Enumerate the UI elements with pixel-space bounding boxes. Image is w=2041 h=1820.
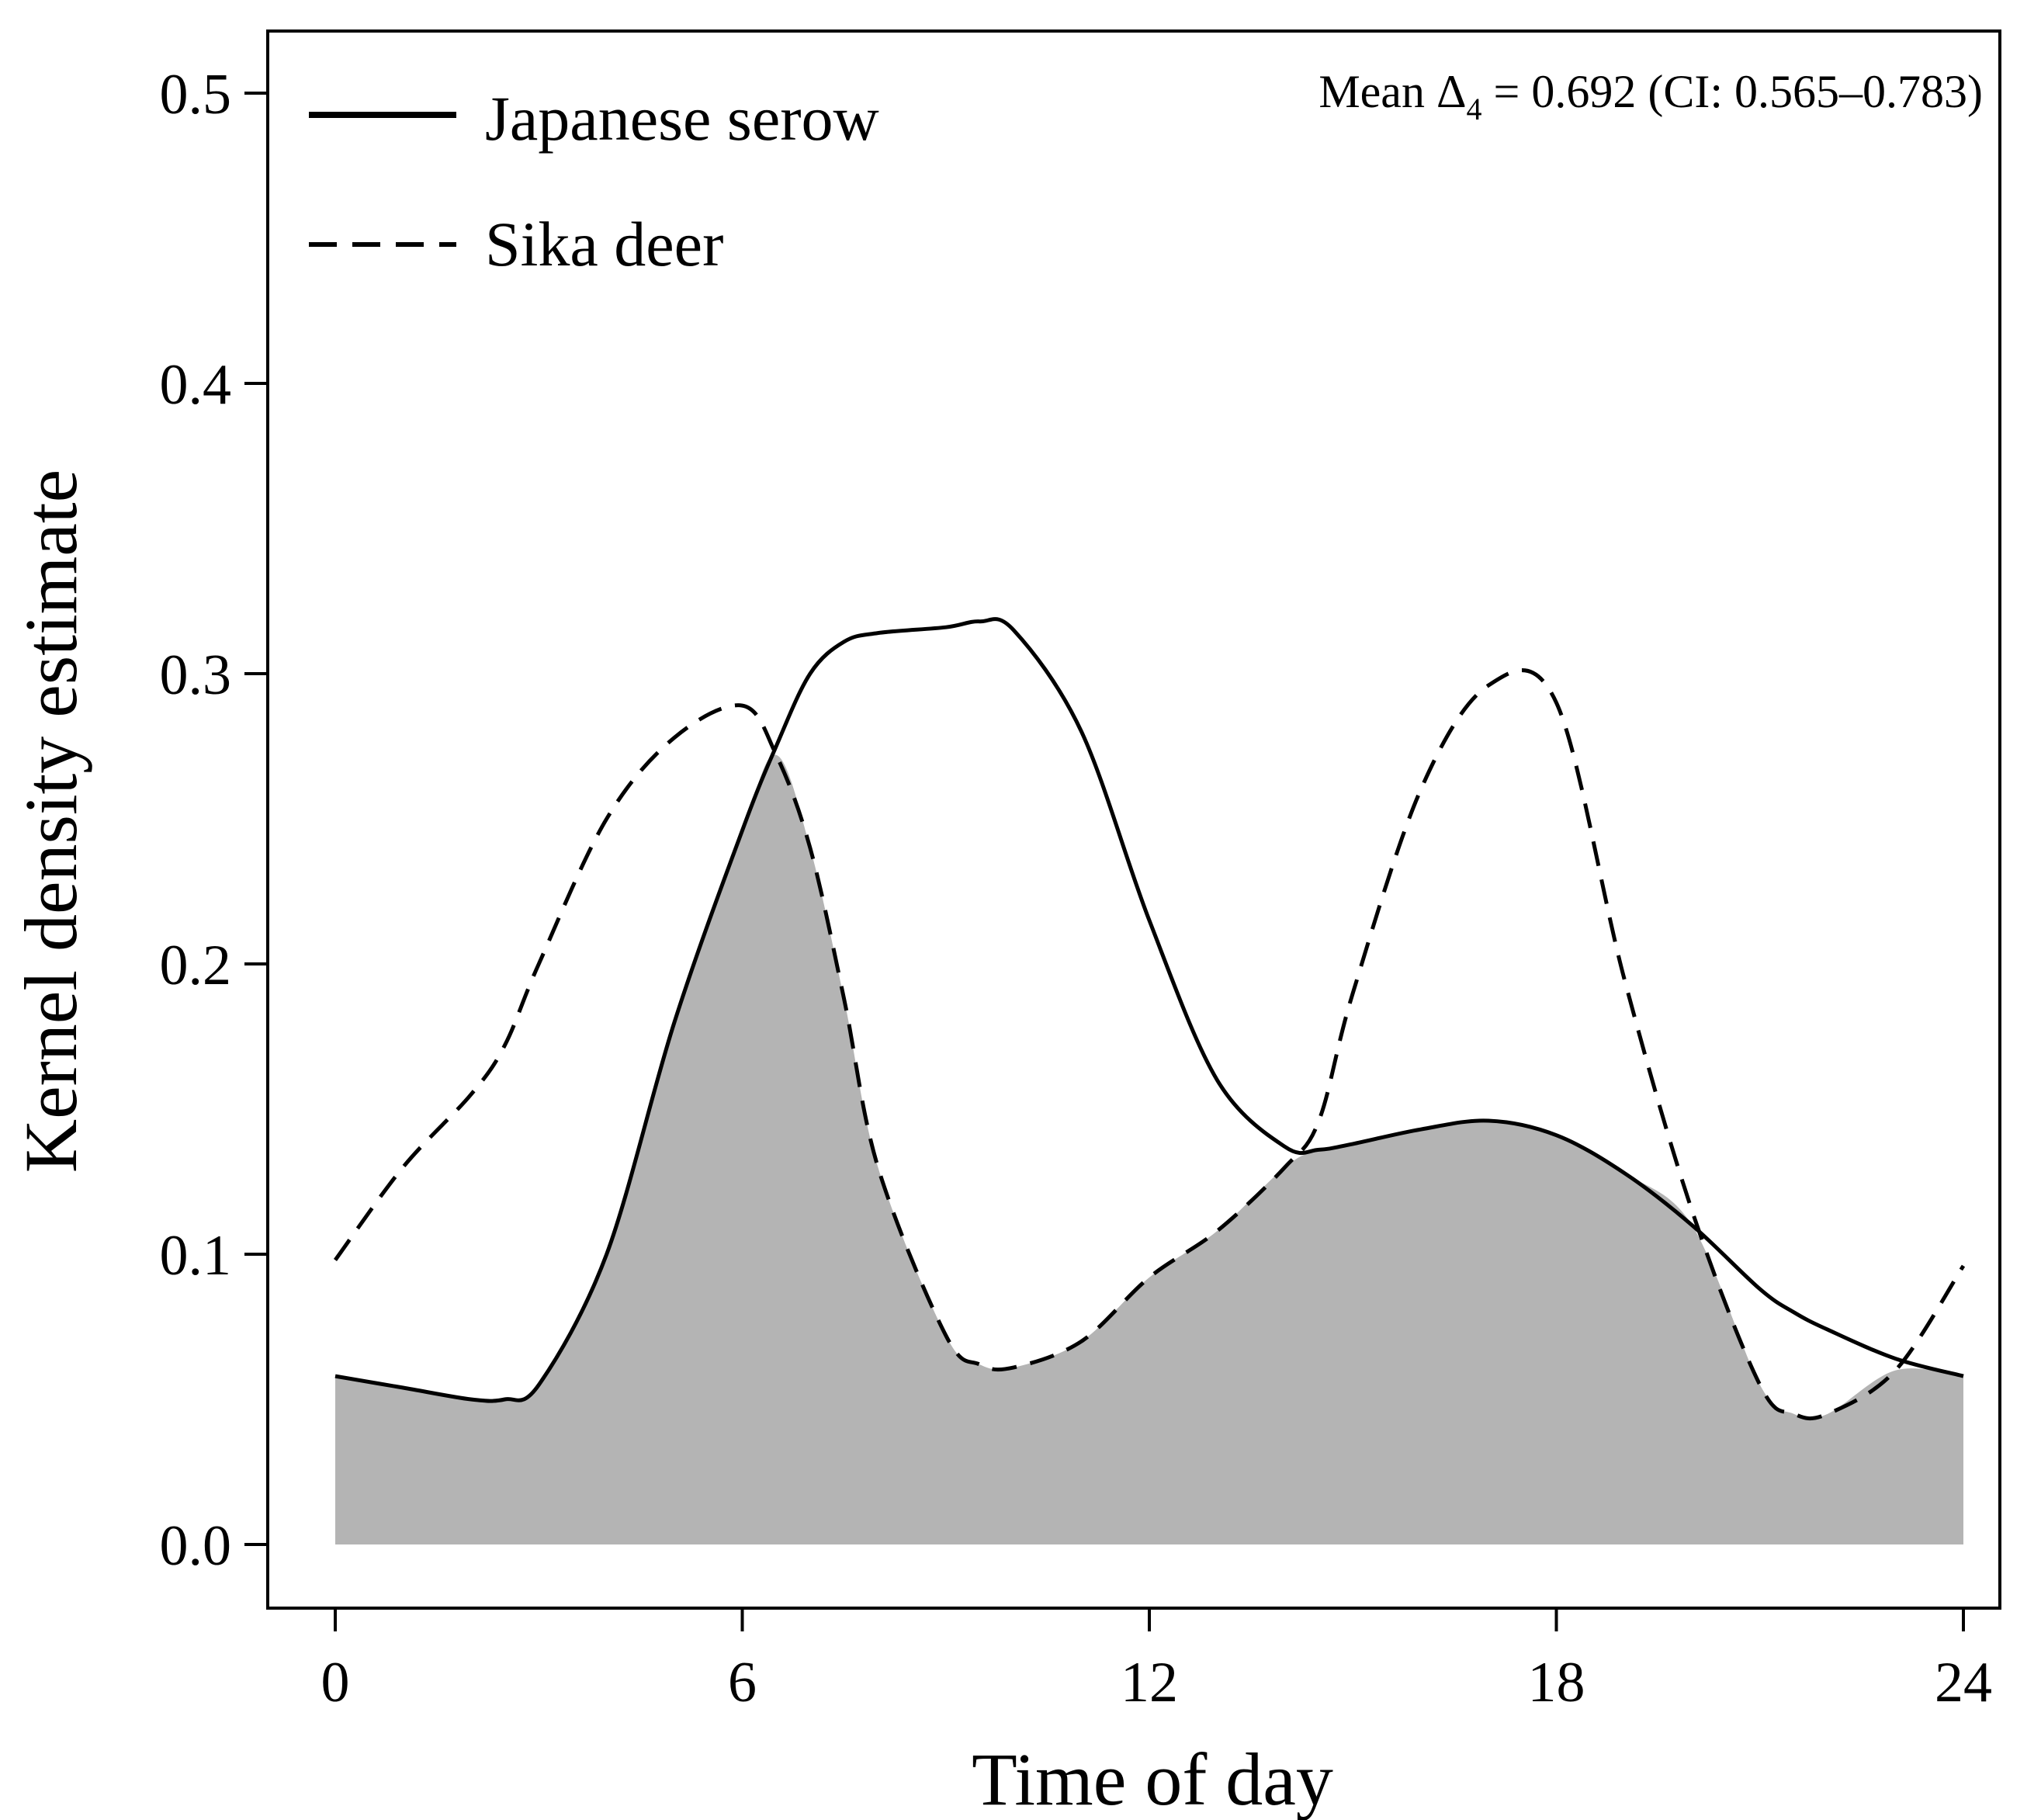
overlap-area <box>335 754 1963 1544</box>
overlap-annotation: Mean Δ4 = 0.692 (CI: 0.565–0.783) <box>1319 66 1983 127</box>
x-tick-label: 18 <box>1528 1651 1585 1714</box>
x-axis-title: Time of day <box>972 1738 1333 1820</box>
x-tick-label: 0 <box>321 1651 350 1714</box>
y-tick-label: 0.1 <box>160 1224 232 1288</box>
y-tick-label: 0.3 <box>160 643 232 707</box>
y-tick-label: 0.4 <box>160 353 232 417</box>
series-line-japanese-serow <box>334 617 1964 1403</box>
plot-frame <box>266 29 2001 1610</box>
x-tick-label: 24 <box>1935 1651 1992 1714</box>
y-tick-label: 0.2 <box>160 934 232 997</box>
y-tick-label: 0.5 <box>160 63 232 127</box>
legend-label-sika-deer: Sika deer <box>485 209 723 279</box>
legend-label-japanese-serow: Japanese serow <box>485 83 879 154</box>
y-axis-title: Kernel density estimate <box>9 470 92 1173</box>
series-line-sika-deer <box>333 668 1966 1421</box>
x-tick-label: 6 <box>728 1651 757 1714</box>
legend: Japanese serow Sika deer <box>309 83 879 279</box>
y-tick-label: 0.0 <box>160 1514 232 1578</box>
x-tick-label: 12 <box>1121 1651 1178 1714</box>
